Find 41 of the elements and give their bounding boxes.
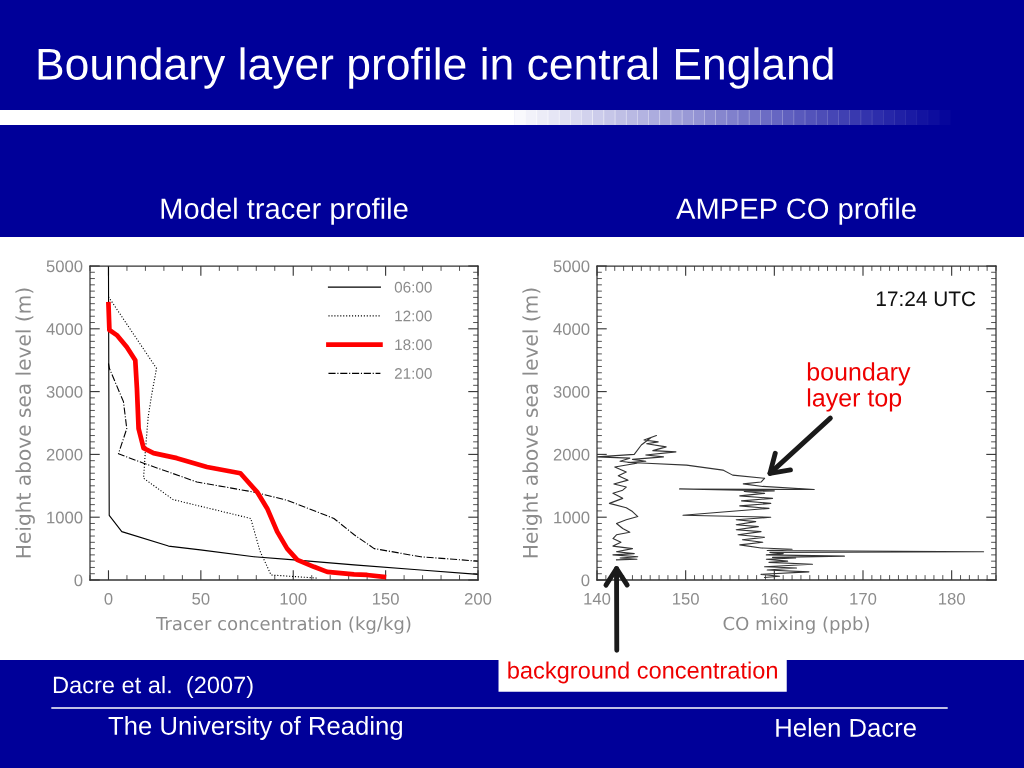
- y-tick-label: 1000: [554, 511, 590, 524]
- legend-label: 21:00: [394, 368, 432, 379]
- y-tick-label: 0: [581, 574, 590, 587]
- annotation: background concentration: [508, 661, 777, 684]
- y-tick-label: 3000: [46, 386, 83, 398]
- y-tick-label: 5000: [46, 260, 83, 273]
- x-tick-label: 0: [104, 592, 113, 605]
- line-series: [106, 301, 387, 580]
- y-tick-label: 2000: [553, 448, 590, 461]
- y-tick-label: 4000: [553, 323, 590, 335]
- x-tick-label: 100: [280, 592, 307, 605]
- text: Dacre et al. (2007): [53, 675, 253, 698]
- x-tick-label: 150: [673, 592, 699, 605]
- y-axis-title: Height above sea level (m): [15, 288, 35, 558]
- legend-label: 12:00: [395, 310, 432, 322]
- x-tick-label: 200: [464, 592, 492, 605]
- y-tick-label: 3000: [553, 386, 590, 398]
- text: The University of Reading: [108, 716, 402, 740]
- chart-title: Model tracer profile: [161, 197, 408, 225]
- x-tick-label: 180: [939, 592, 965, 605]
- x-axis-title: CO mixing (ppb): [723, 616, 869, 634]
- legend-label: 06:00: [394, 281, 432, 293]
- line-series: [107, 266, 478, 575]
- y-tick-label: 1000: [47, 511, 83, 524]
- text: Boundary layer profile in central England: [38, 47, 833, 89]
- x-tick-label: 170: [850, 592, 877, 605]
- chart-title: AMPEP CO profile: [676, 197, 916, 225]
- annotation: boundary layer top: [807, 362, 911, 412]
- x-tick-label: 150: [372, 592, 399, 605]
- annotation: 17:24 UTC: [876, 291, 976, 307]
- legend-label: 18:00: [395, 339, 432, 351]
- y-tick-label: 5000: [553, 260, 590, 273]
- x-axis-title: Tracer concentration (kg/kg): [156, 616, 411, 634]
- x-tick-label: 140: [584, 592, 611, 605]
- y-axis-title: Height above sea level (m): [522, 288, 542, 558]
- y-tick-label: 4000: [46, 323, 83, 335]
- x-tick-label: 50: [192, 592, 210, 605]
- text: Helen Dacre: [776, 718, 916, 737]
- x-tick-label: 160: [761, 592, 788, 605]
- y-tick-label: 2000: [46, 448, 83, 461]
- y-tick-label: 0: [74, 574, 83, 587]
